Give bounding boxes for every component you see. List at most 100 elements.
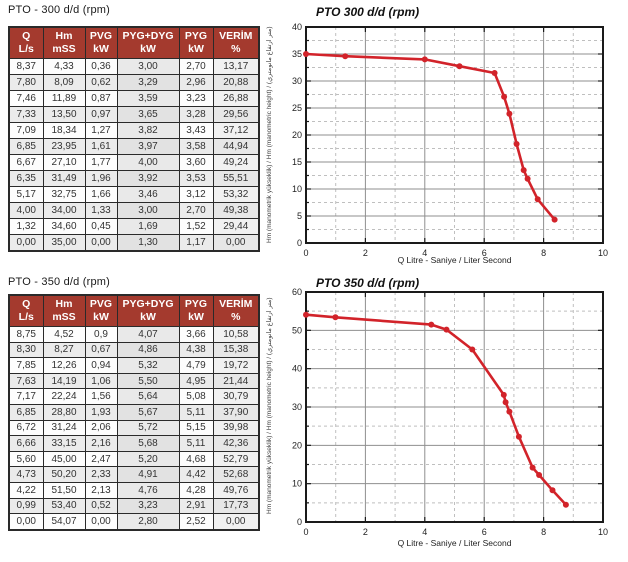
table-cell: 0,00 bbox=[84, 234, 118, 252]
table-cell: 1,77 bbox=[84, 154, 118, 171]
table-cell: 4,95 bbox=[178, 372, 214, 390]
svg-text:15: 15 bbox=[292, 157, 302, 167]
table-cell: 0,62 bbox=[84, 74, 118, 91]
table-cell: 2,16 bbox=[84, 435, 118, 452]
chart-pto300-plot: 0 2 4 6 8 10 0 5 10 15 20 25 30 35 40 bbox=[292, 22, 608, 258]
table-cell: 32,75 bbox=[42, 186, 86, 203]
table-row: 0,00 35,00 0,00 1,30 1,17 0,00 bbox=[8, 234, 260, 252]
table-cell: 37,90 bbox=[212, 403, 260, 421]
column-header: PYG kW bbox=[178, 294, 214, 327]
table-cell: 50,20 bbox=[42, 466, 86, 483]
table-cell: 45,00 bbox=[42, 450, 86, 468]
table-cell: 0,00 bbox=[212, 234, 260, 252]
column-header: VERİM% bbox=[212, 26, 260, 59]
svg-text:25: 25 bbox=[292, 103, 302, 113]
table-cell: 2,70 bbox=[178, 202, 214, 219]
table-cell: 5,64 bbox=[116, 388, 180, 405]
table-cell: 8,75 bbox=[8, 326, 44, 343]
table-row: 8,75 4,52 0,9 4,07 3,66 10,58 bbox=[8, 326, 260, 343]
table-cell: 0,45 bbox=[84, 218, 118, 235]
svg-text:0: 0 bbox=[297, 238, 302, 248]
table-cell: 7,85 bbox=[8, 357, 44, 374]
table-cell: 2,91 bbox=[178, 497, 214, 515]
table-cell: 1,17 bbox=[178, 234, 214, 252]
column-header: VERİM% bbox=[212, 294, 260, 327]
table-cell: 7,80 bbox=[8, 74, 44, 91]
table-cell: 27,10 bbox=[42, 154, 86, 171]
table-cell: 4,73 bbox=[8, 466, 44, 483]
table-cell: 8,09 bbox=[42, 74, 86, 91]
table-cell: 5,11 bbox=[178, 403, 214, 421]
table-cell: 3,82 bbox=[116, 122, 180, 139]
table-cell: 2,70 bbox=[178, 58, 214, 75]
table-row: 7,46 11,89 0,87 3,59 3,23 26,88 bbox=[8, 90, 260, 107]
svg-text:0: 0 bbox=[303, 527, 308, 537]
table-row: 0,00 54,07 0,00 2,80 2,52 0,00 bbox=[8, 513, 260, 531]
table-cell: 5,32 bbox=[116, 357, 180, 374]
table-cell: 0,94 bbox=[84, 357, 118, 374]
table-row: 7,33 13,50 0,97 3,65 3,28 29,56 bbox=[8, 106, 260, 123]
table-row: 5,17 32,75 1,66 3,46 3,12 53,32 bbox=[8, 186, 260, 203]
table-cell: 3,43 bbox=[178, 122, 214, 139]
svg-text:40: 40 bbox=[292, 22, 302, 32]
table-cell: 19,72 bbox=[212, 357, 260, 374]
table-cell: 0,00 bbox=[212, 513, 260, 531]
svg-text:20: 20 bbox=[292, 440, 302, 450]
axis-ticks bbox=[305, 291, 604, 523]
table-cell: 3,58 bbox=[178, 138, 214, 155]
svg-text:2: 2 bbox=[363, 248, 368, 258]
table-cell: 5,17 bbox=[8, 186, 44, 203]
table-cell: 49,24 bbox=[212, 154, 260, 171]
svg-text:6: 6 bbox=[482, 248, 487, 258]
data-line bbox=[304, 313, 568, 506]
table-cell: 13,50 bbox=[42, 106, 86, 123]
table-header-row: Q L/s Hm mSS PVG kW PYG+DYG kW PYG kW VERİM% bbox=[8, 26, 260, 59]
svg-text:4: 4 bbox=[422, 248, 427, 258]
pump-table-pto300: Q L/s Hm mSS PVG kW PYG+DYG kW PYG kW VERİM% 8,37 4,… bbox=[8, 26, 260, 252]
table-cell: 5,20 bbox=[116, 450, 180, 468]
table-cell: 3,97 bbox=[116, 138, 180, 155]
table-cell: 34,00 bbox=[42, 202, 86, 219]
table-row: 0,99 53,40 0,52 3,23 2,91 17,73 bbox=[8, 497, 260, 515]
data-points bbox=[303, 311, 569, 508]
table-row: 6,67 27,10 1,77 4,00 3,60 49,24 bbox=[8, 154, 260, 171]
table-cell: 1,52 bbox=[178, 218, 214, 235]
svg-text:8: 8 bbox=[541, 248, 546, 258]
table-cell: 6,35 bbox=[8, 170, 44, 187]
svg-text:0: 0 bbox=[303, 248, 308, 258]
table-cell: 2,13 bbox=[84, 481, 118, 499]
table-cell: 1,27 bbox=[84, 122, 118, 139]
table-cell: 3,65 bbox=[116, 106, 180, 123]
table-cell: 51,50 bbox=[42, 481, 86, 499]
table-cell: 4,28 bbox=[178, 481, 214, 499]
column-header: PYG kW bbox=[178, 26, 214, 59]
table-cell: 49,38 bbox=[212, 202, 260, 219]
table-cell: 5,67 bbox=[116, 403, 180, 421]
table-cell: 3,60 bbox=[178, 154, 214, 171]
column-header: PVG kW bbox=[84, 294, 118, 327]
table-cell: 3,53 bbox=[178, 170, 214, 187]
table-cell: 4,00 bbox=[8, 202, 44, 219]
table-cell: 7,63 bbox=[8, 372, 44, 390]
table-cell: 4,07 bbox=[116, 326, 180, 343]
table-cell: 6,85 bbox=[8, 403, 44, 421]
table-cell: 3,92 bbox=[116, 170, 180, 187]
table-cell: 28,80 bbox=[42, 403, 86, 421]
table-row: 4,73 50,20 2,33 4,91 4,42 52,68 bbox=[8, 466, 260, 483]
chart-pto350-plot: 0 2 4 6 8 10 0 10 20 30 40 50 60 bbox=[292, 287, 608, 537]
column-header: PVG kW bbox=[84, 26, 118, 59]
table-row: 6,85 28,80 1,93 5,67 5,11 37,90 bbox=[8, 403, 260, 421]
table-cell: 12,26 bbox=[42, 357, 86, 374]
svg-text:10: 10 bbox=[598, 527, 608, 537]
svg-text:10: 10 bbox=[292, 479, 302, 489]
table-cell: 23,95 bbox=[42, 138, 86, 155]
table-cell: 44,94 bbox=[212, 138, 260, 155]
table-cell: 0,00 bbox=[84, 513, 118, 531]
data-points bbox=[303, 51, 558, 223]
table-cell: 3,29 bbox=[116, 74, 180, 91]
table-cell: 5,08 bbox=[178, 388, 214, 405]
table-row: 6,85 23,95 1,61 3,97 3,58 44,94 bbox=[8, 138, 260, 155]
table-cell: 29,44 bbox=[212, 218, 260, 235]
table-cell: 29,56 bbox=[212, 106, 260, 123]
table-row: 7,09 18,34 1,27 3,82 3,43 37,12 bbox=[8, 122, 260, 139]
